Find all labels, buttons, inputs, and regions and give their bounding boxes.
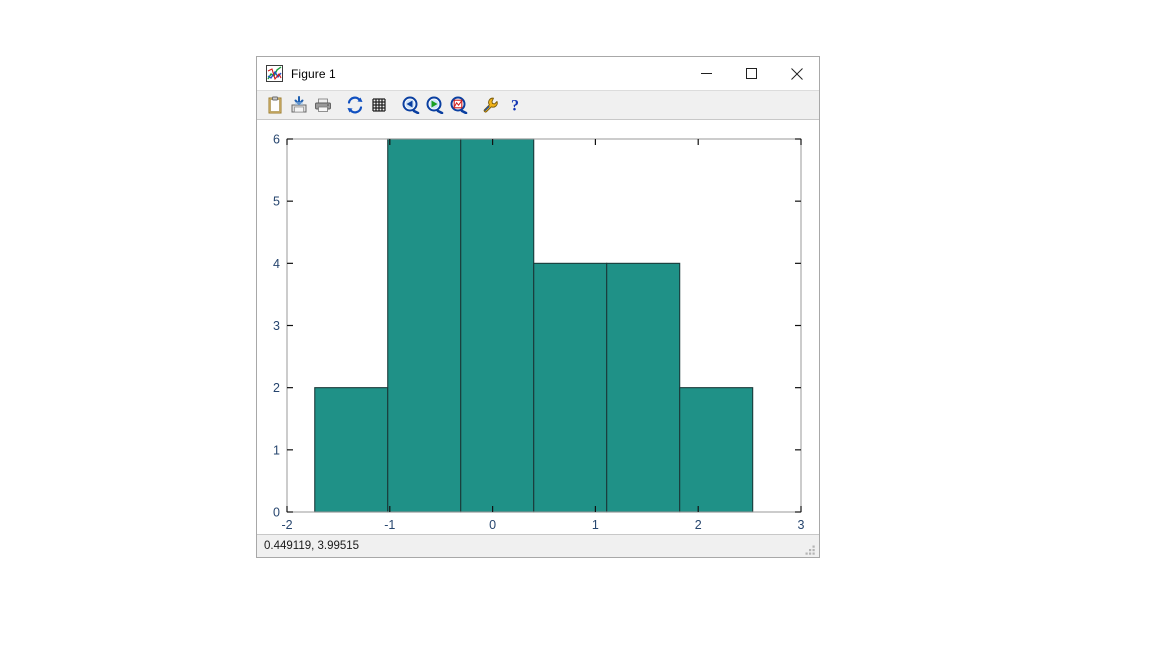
minimize-button[interactable]: [684, 57, 729, 90]
y-tick-label: 3: [273, 319, 280, 333]
x-tick-label: 3: [798, 518, 805, 532]
printer-icon: [315, 98, 331, 112]
y-tick-label: 0: [273, 506, 280, 520]
minimize-icon: [701, 73, 712, 74]
reset-view-button[interactable]: [343, 93, 367, 117]
y-tick-label: 1: [273, 443, 280, 457]
close-button[interactable]: [774, 57, 819, 90]
magnifier-box-icon: [450, 96, 468, 114]
toggle-grid-button[interactable]: [367, 93, 391, 117]
status-bar: 0.449119, 3.99515: [257, 534, 819, 557]
window-titlebar[interactable]: Figure 1: [257, 57, 819, 91]
refresh-arrows-icon: [347, 96, 363, 114]
histogram-bar[interactable]: [606, 262, 681, 513]
resize-grip-icon[interactable]: [804, 543, 816, 555]
cursor-coordinates: 0.449119, 3.99515: [264, 540, 360, 552]
question-mark-icon: ?: [511, 98, 519, 115]
zoom-in-button[interactable]: [423, 93, 447, 117]
y-tick-label: 4: [273, 257, 280, 271]
svg-text:?: ?: [511, 98, 519, 115]
save-disk-icon: [291, 96, 307, 113]
close-icon: [790, 67, 803, 80]
histogram-bar[interactable]: [679, 387, 754, 513]
y-tick-label: 2: [273, 381, 280, 395]
histogram-bar[interactable]: [460, 138, 535, 513]
save-button[interactable]: [287, 93, 311, 117]
window-title: Figure 1: [291, 66, 336, 81]
y-tick-label: 5: [273, 195, 280, 209]
clipboard-icon: [268, 96, 282, 114]
histogram-bar[interactable]: [533, 262, 608, 513]
histogram-bars: [314, 138, 754, 513]
x-tick-label: 1: [592, 518, 599, 532]
window-controls: [684, 57, 819, 90]
maximize-icon: [746, 68, 757, 79]
figure-canvas[interactable]: -2 -1 0 1 2 3 0 1 2 3 4 5 6: [257, 120, 819, 534]
histogram-bar[interactable]: [314, 387, 389, 513]
histogram-plot[interactable]: -2 -1 0 1 2 3 0 1 2 3 4 5 6: [257, 120, 819, 534]
figure-toolbar: ?: [257, 91, 819, 120]
print-button[interactable]: [311, 93, 335, 117]
x-tick-label: -2: [281, 518, 292, 532]
x-tick-label: -1: [384, 518, 395, 532]
x-tick-label: 0: [489, 518, 496, 532]
help-button[interactable]: ?: [503, 93, 527, 117]
settings-button[interactable]: [479, 93, 503, 117]
magnifier-right-arrow-icon: [426, 96, 444, 114]
figure-chart-icon: [266, 65, 283, 82]
zoom-out-button[interactable]: [399, 93, 423, 117]
zoom-box-button[interactable]: [447, 93, 471, 117]
copy-to-clipboard-button[interactable]: [263, 93, 287, 117]
magnifier-left-arrow-icon: [402, 96, 420, 114]
x-tick-label: 2: [695, 518, 702, 532]
histogram-bar[interactable]: [387, 138, 462, 513]
figure-window: Figure 1: [256, 56, 820, 558]
y-tick-label: 6: [273, 133, 280, 147]
grid-icon: [372, 98, 386, 112]
wrench-icon: [483, 97, 498, 113]
maximize-button[interactable]: [729, 57, 774, 90]
